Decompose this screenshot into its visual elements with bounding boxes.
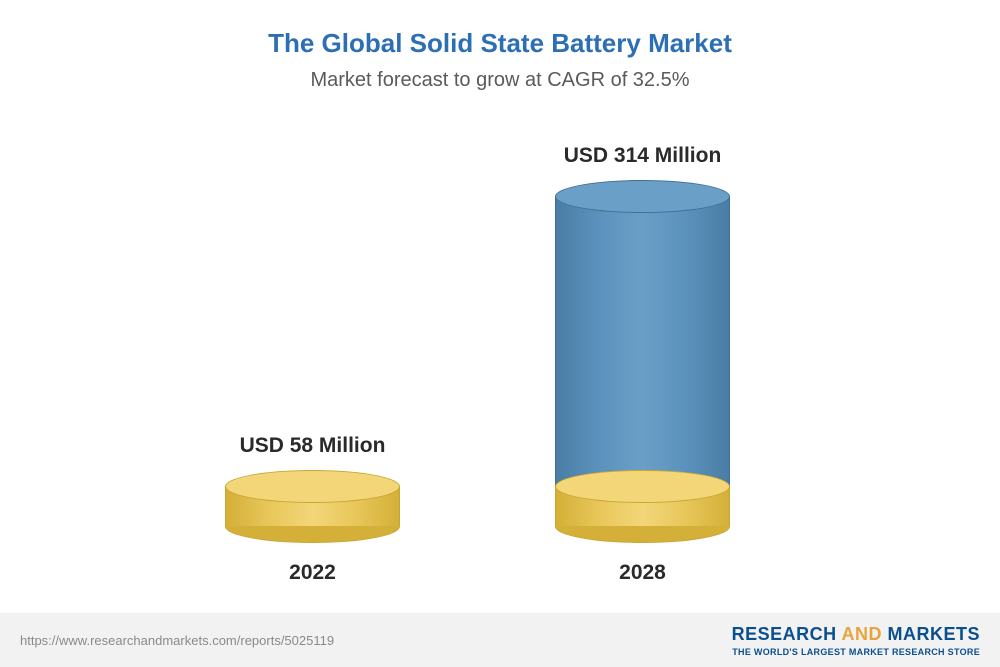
bar-2022-value-label: USD 58 Million xyxy=(225,434,400,458)
logo-word-3: MARKETS xyxy=(888,624,981,644)
chart-area: USD 58 Million 2022 USD 314 Million 2028 xyxy=(0,140,1000,590)
logo-tagline: THE WORLD'S LARGEST MARKET RESEARCH STOR… xyxy=(732,647,980,657)
chart-title: The Global Solid State Battery Market xyxy=(0,0,1000,59)
logo-word-1: RESEARCH xyxy=(732,624,837,644)
bar-2028-group: USD 314 Million 2028 xyxy=(555,144,730,585)
bar-2022-group: USD 58 Million 2022 xyxy=(225,434,400,585)
chart-subtitle: Market forecast to grow at CAGR of 32.5% xyxy=(0,59,1000,92)
brand-logo: RESEARCH AND MARKETS THE WORLD'S LARGEST… xyxy=(732,624,980,657)
bar-2028-year: 2028 xyxy=(555,561,730,585)
logo-word-2: AND xyxy=(841,624,882,644)
logo-text: RESEARCH AND MARKETS xyxy=(732,624,980,645)
bar-2022-cylinder xyxy=(225,470,400,543)
bar-2022-year: 2022 xyxy=(225,561,400,585)
infographic-container: The Global Solid State Battery Market Ma… xyxy=(0,0,1000,667)
bar-2028-value-label: USD 314 Million xyxy=(555,144,730,168)
footer: https://www.researchandmarkets.com/repor… xyxy=(0,613,1000,667)
source-url: https://www.researchandmarkets.com/repor… xyxy=(20,633,334,648)
